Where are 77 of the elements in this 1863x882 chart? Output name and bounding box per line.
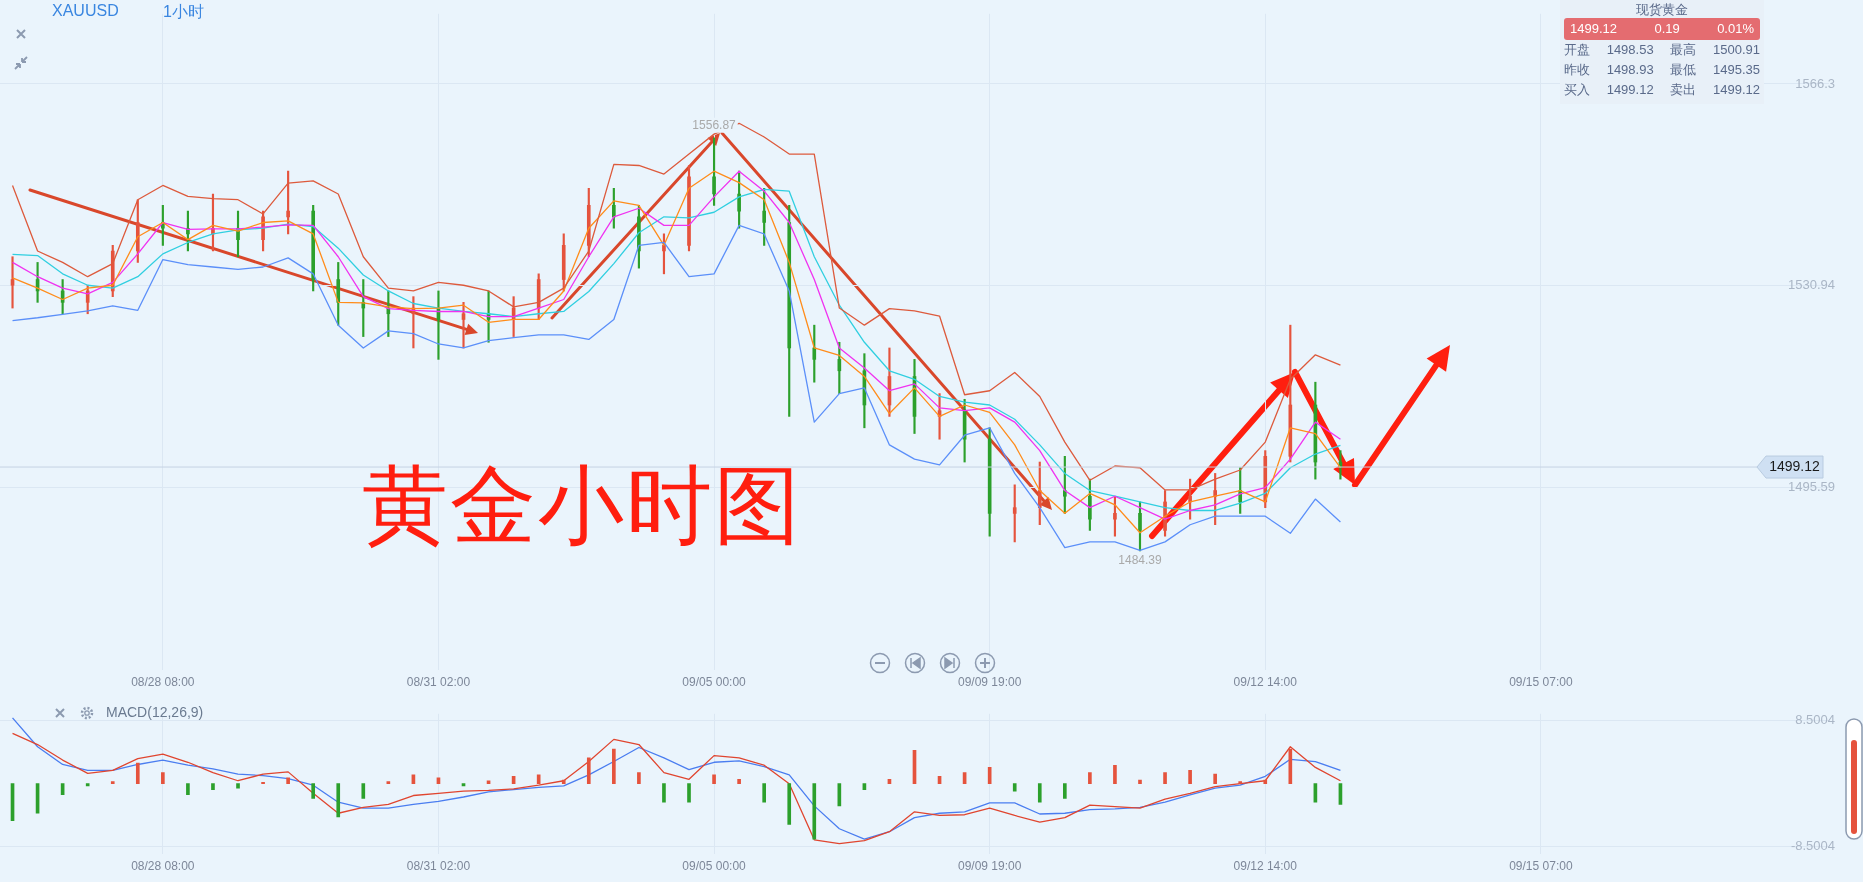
bar	[1288, 748, 1293, 785]
bar	[236, 783, 240, 789]
bar	[586, 757, 591, 785]
x-tick-label: 08/31 02:00	[406, 859, 471, 874]
annotation: 最低	[1670, 61, 1697, 79]
x-tick-label: 08/31 02:00	[406, 675, 471, 690]
annotation: 1498.53	[1606, 41, 1654, 59]
annotation: 1499.12	[1570, 20, 1617, 38]
bar	[536, 774, 541, 785]
annotation: 1495.35	[1712, 61, 1760, 79]
bar	[1088, 772, 1092, 785]
annotation: 1498.93	[1606, 61, 1654, 79]
x-tick-label: 08/28 08:00	[131, 859, 195, 874]
annotation: 最高	[1670, 41, 1697, 59]
chart-title: MACD(12,26,9)	[106, 704, 204, 720]
bar	[261, 781, 265, 785]
x-tick-label: 08/28 08:00	[131, 675, 195, 690]
annotation: 黄金小时图	[362, 456, 802, 555]
annotation: 开盘	[1564, 41, 1590, 59]
bar	[737, 778, 741, 785]
bar	[1138, 779, 1142, 785]
annotation: 卖出	[1670, 81, 1697, 99]
x-tick-label: 09/09 19:00	[957, 859, 1022, 874]
bar	[762, 783, 766, 803]
bar	[211, 783, 215, 790]
bar	[1037, 783, 1042, 803]
bar	[687, 783, 691, 803]
y-tick-label: 8.5004	[1795, 712, 1835, 728]
bar	[135, 762, 140, 785]
annotation: 1500.91	[1712, 41, 1760, 59]
annotation: 1499.12	[1606, 81, 1654, 99]
y-tick-label: 1495.59	[1788, 478, 1835, 494]
x-tick-label: 09/05 00:00	[682, 675, 747, 690]
bar	[637, 772, 641, 785]
bar	[1263, 779, 1268, 785]
bar	[561, 779, 566, 785]
bar	[1063, 783, 1067, 799]
bar	[486, 780, 491, 785]
chart-subtitle: 1小时	[163, 2, 204, 22]
x-tick-label: 09/15 07:00	[1509, 675, 1573, 690]
annotation: 1484.39	[1118, 553, 1162, 568]
bar	[1113, 764, 1117, 785]
x-tick-label: 09/15 07:00	[1509, 859, 1573, 874]
chart-title: XAUUSD	[52, 2, 119, 20]
bar	[787, 783, 792, 825]
y-tick-label: -8.5004	[1790, 838, 1835, 854]
x-tick-label: 09/12 14:00	[1233, 859, 1298, 874]
bar	[110, 781, 115, 785]
bar	[186, 783, 190, 796]
x-tick-label: 09/05 00:00	[682, 859, 747, 874]
annotation: 现货黄金	[1635, 2, 1689, 18]
bar	[1163, 772, 1167, 785]
annotation: 1499.12	[1712, 81, 1760, 99]
bar	[286, 777, 290, 785]
annotation: 0.01%	[1717, 20, 1754, 38]
bar	[85, 783, 90, 787]
y-tick-label: 1530.94	[1788, 277, 1835, 293]
bar	[1188, 770, 1192, 785]
bar	[662, 783, 666, 803]
bar	[1238, 781, 1243, 785]
annotation: 1556.87	[692, 118, 737, 133]
annotation: 0.19	[1654, 20, 1680, 38]
y-tick-label: 1566.3	[1795, 75, 1835, 91]
bar	[1213, 773, 1217, 785]
bar	[712, 774, 716, 785]
bar	[1012, 783, 1017, 792]
ref-line-label: 1499.12	[1769, 457, 1821, 474]
bar	[311, 783, 316, 799]
bar	[161, 772, 165, 785]
bar	[361, 783, 366, 799]
annotation: 买入	[1564, 81, 1590, 99]
x-tick-label: 09/12 14:00	[1233, 675, 1298, 690]
annotation: 昨收	[1564, 61, 1590, 79]
x-tick-label: 09/09 19:00	[957, 675, 1022, 690]
bar	[612, 748, 616, 785]
bar	[336, 783, 341, 818]
bar	[812, 783, 817, 840]
